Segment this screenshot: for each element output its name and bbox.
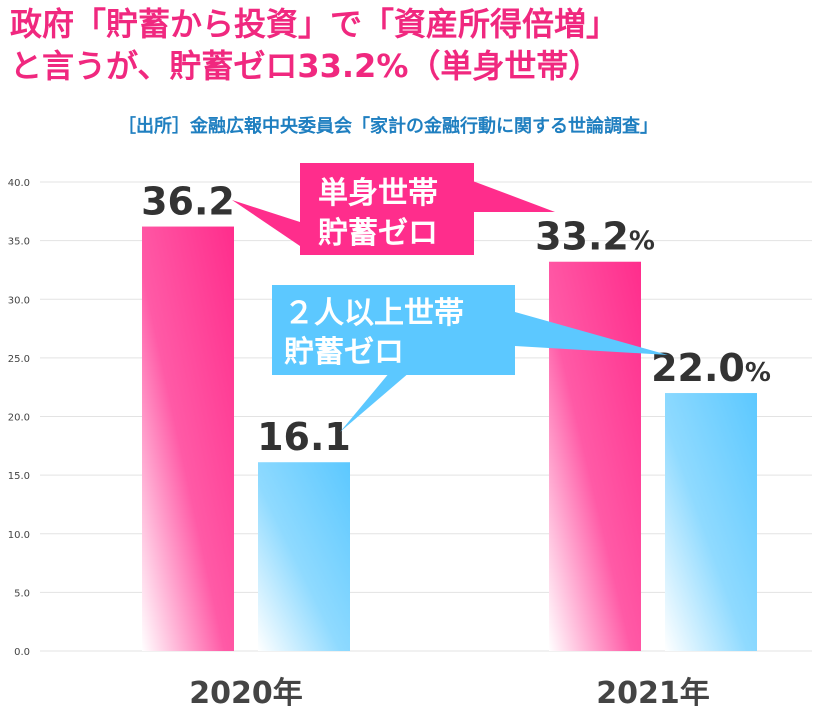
callout-single-pointer-right bbox=[470, 180, 555, 212]
x-category-label: 2021年 bbox=[596, 676, 710, 711]
callout-multi: ２人以上世帯 貯蓄ゼロ bbox=[272, 285, 668, 432]
y-tick-label: 40.0 bbox=[8, 178, 30, 189]
callout-multi-line2: 貯蓄ゼロ bbox=[284, 335, 404, 370]
value-label-single-1: 33.2% bbox=[535, 215, 655, 259]
callout-multi-box bbox=[272, 285, 515, 375]
value-label-multi-1: 22.0% bbox=[651, 346, 771, 390]
callout-multi-pointer-right bbox=[515, 312, 668, 355]
callout-multi-pointer-left bbox=[340, 372, 410, 432]
callout-single-line2: 貯蓄ゼロ bbox=[318, 216, 438, 251]
y-tick-label: 15.0 bbox=[8, 471, 30, 482]
y-tick-label: 20.0 bbox=[8, 413, 30, 424]
callout-single: 単身世帯 貯蓄ゼロ bbox=[232, 163, 555, 255]
title-line-1: 政府「貯蓄から投資」で「資産所得倍増」 bbox=[10, 5, 619, 43]
value-label-multi-0: 16.1 bbox=[257, 415, 351, 459]
callout-single-pointer-left bbox=[232, 200, 300, 246]
y-tick-label: 0.0 bbox=[14, 647, 30, 658]
bar-single-0 bbox=[142, 226, 234, 651]
source-note: ［出所］金融広報中央委員会「家計の金融行動に関する世論調査」 bbox=[118, 116, 658, 137]
x-category-label: 2020年 bbox=[189, 676, 303, 711]
y-tick-label: 10.0 bbox=[8, 530, 30, 541]
title-line-2: と言うが、貯蓄ゼロ33.2%（単身世帯） bbox=[10, 47, 601, 85]
callout-single-line1: 単身世帯 bbox=[318, 176, 438, 211]
y-tick-label: 5.0 bbox=[14, 588, 30, 599]
bar-multi-0 bbox=[258, 462, 350, 651]
value-label-single-0: 36.2 bbox=[141, 180, 235, 224]
y-tick-label: 25.0 bbox=[8, 354, 30, 365]
bar-single-1 bbox=[549, 261, 641, 651]
y-tick-label: 35.0 bbox=[8, 237, 30, 248]
callout-single-box bbox=[300, 163, 474, 255]
callout-multi-line1: ２人以上世帯 bbox=[284, 296, 464, 331]
bar-multi-1 bbox=[665, 393, 757, 651]
y-tick-label: 30.0 bbox=[8, 295, 30, 306]
